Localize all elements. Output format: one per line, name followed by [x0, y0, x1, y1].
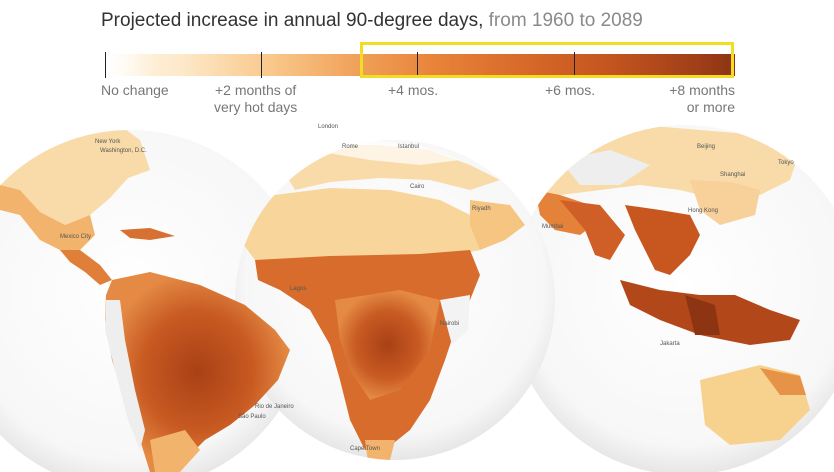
legend-ramp-fade [105, 54, 155, 76]
city-label: Shanghai [720, 172, 745, 178]
color-legend: No change +2 months of very hot days +4 … [101, 42, 741, 130]
city-label: Rome [342, 144, 359, 150]
city-label: New York [95, 139, 121, 145]
city-label: Washington, D.C. [100, 148, 147, 154]
africa-landmass [240, 140, 525, 460]
legend-label-6-months: +6 mos. [545, 82, 596, 98]
title-range: from 1960 to 2089 [488, 10, 643, 31]
city-label: Mexico City [60, 234, 91, 240]
legend-tick-no-change [105, 52, 106, 78]
city-label: Cape Town [350, 446, 380, 452]
legend-tick-6-months [574, 52, 575, 78]
city-label: Lagos [290, 286, 306, 292]
legend-color-ramp [105, 54, 735, 76]
city-label: Hong Kong [688, 208, 718, 214]
city-label: São Paulo [238, 414, 266, 420]
city-label: Nairobi [440, 321, 459, 327]
city-label: Rio de Janeiro [255, 404, 294, 410]
city-labels: New York Washington, D.C. Mexico City Ri… [60, 124, 794, 452]
city-label: Jakarta [660, 341, 680, 347]
city-label: Tokyo [778, 160, 794, 166]
legend-label-8-months: +8 months or more [669, 82, 735, 115]
map-title: Projected increase in annual 90-degree d… [101, 10, 643, 32]
legend-label-4-months: +4 mos. [388, 82, 439, 98]
city-label: Beijing [697, 144, 715, 150]
city-label: Istanbul [398, 144, 419, 150]
city-label: Cairo [410, 184, 425, 190]
city-label: Riyadh [472, 206, 491, 212]
city-label: Mumbai [542, 224, 563, 230]
legend-highlight-box [360, 42, 734, 78]
title-main: Projected increase in annual 90-degree d… [101, 10, 484, 31]
legend-tick-2-months [261, 52, 262, 78]
legend-label-no-change: No change [101, 82, 169, 98]
city-label: London [318, 124, 338, 130]
legend-label-2-months: +2 months of very hot days [214, 82, 298, 115]
legend-tick-4-months [417, 52, 418, 78]
